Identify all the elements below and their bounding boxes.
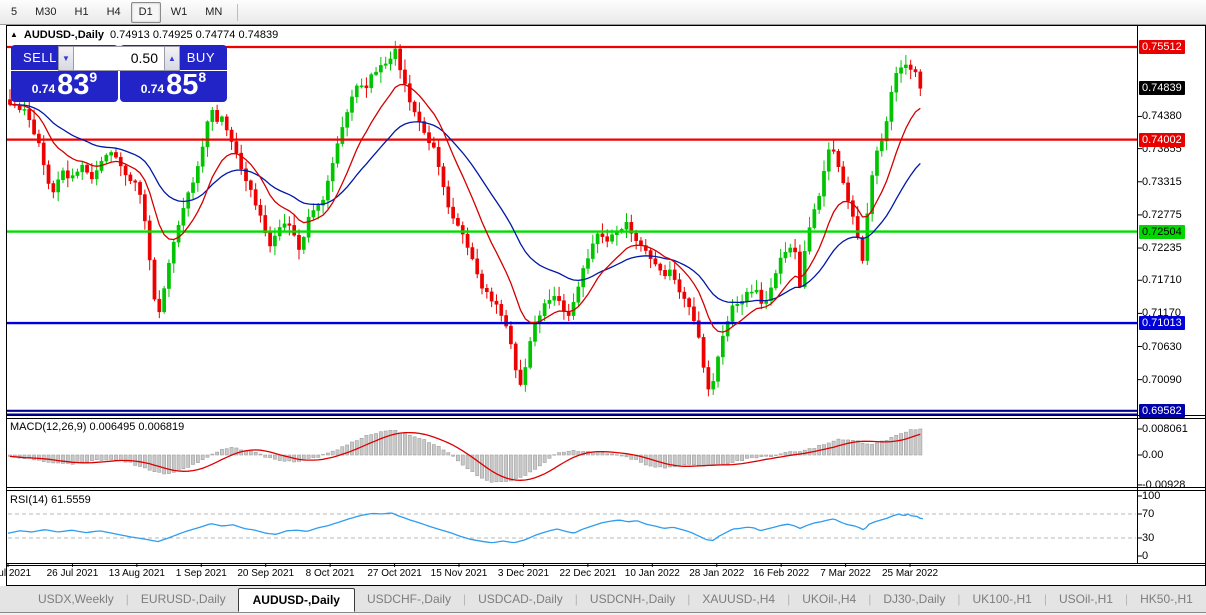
price-axis-tick: 0.73315 bbox=[1142, 175, 1182, 188]
price-level-badge: 0.72504 bbox=[1139, 224, 1185, 239]
chart-tab-usdcnh[interactable]: USDCNH-,Daily bbox=[589, 592, 676, 606]
buy-price-pip: 8 bbox=[198, 69, 207, 85]
price-level-badge: 0.71013 bbox=[1139, 316, 1185, 330]
date-axis-label: 20 Sep 2021 bbox=[237, 568, 295, 579]
timeframe-button-w1[interactable]: W1 bbox=[170, 6, 188, 18]
buy-price-big: 85 bbox=[166, 69, 199, 101]
date-axis-label: 13 Aug 2021 bbox=[108, 568, 165, 579]
collapse-marker-icon[interactable]: ▲ bbox=[10, 30, 18, 39]
price-level-badge: 0.69582 bbox=[1139, 403, 1185, 418]
chart-tab-usoil[interactable]: USOil-,H1 bbox=[1058, 592, 1113, 606]
date-axis-label: 27 Oct 2021 bbox=[367, 568, 422, 579]
sell-price: 0.74 83 9 bbox=[11, 69, 118, 101]
timeframe-button-h1[interactable]: H1 bbox=[74, 6, 89, 18]
chart-symbol-label: AUDUSD-,Daily bbox=[23, 29, 104, 41]
tab-separator: | bbox=[868, 592, 872, 606]
chart-tab-xauusd[interactable]: XAUUSD-,H4 bbox=[702, 592, 776, 606]
rsi-axis-tick: 30 bbox=[1142, 532, 1155, 544]
chart-tab-usdcad[interactable]: USDCAD-,Daily bbox=[478, 592, 563, 606]
macd-axis-tick: 0.008061 bbox=[1142, 422, 1188, 435]
date-axis-label: 15 Nov 2021 bbox=[430, 568, 488, 579]
rsi-axis-tick: 70 bbox=[1142, 508, 1155, 520]
sell-price-frac: 0.74 bbox=[31, 82, 56, 96]
timeframe-button-5[interactable]: 5 bbox=[11, 6, 18, 18]
chart-ohlc-values: 0.74913 0.74925 0.74774 0.74839 bbox=[110, 29, 279, 41]
date-axis-label: 7 Mar 2022 bbox=[820, 568, 871, 579]
price-axis-tick: 0.70630 bbox=[1142, 340, 1182, 353]
sell-button[interactable]: SELL bbox=[23, 50, 57, 65]
chart-tab-ukoil[interactable]: UKOil-,H4 bbox=[802, 592, 857, 606]
date-axis-label: 10 Jan 2022 bbox=[624, 568, 680, 579]
tab-separator: | bbox=[1043, 592, 1047, 606]
tab-separator: | bbox=[787, 592, 791, 606]
rsi-axis-tick: 100 bbox=[1142, 490, 1161, 502]
chart-tab-usdx[interactable]: USDX,Weekly bbox=[38, 592, 114, 606]
chart-window[interactable] bbox=[6, 25, 1206, 586]
tab-separator: | bbox=[1124, 592, 1129, 606]
price-level-badge: 0.75512 bbox=[1139, 40, 1185, 54]
chart-header: ▲ AUDUSD-,Daily 0.74913 0.74925 0.74774 … bbox=[10, 29, 278, 41]
date-axis-label: 3 Dec 2021 bbox=[497, 568, 550, 579]
terminal-panel-edge bbox=[0, 612, 1206, 615]
timeframe-button-d1[interactable]: D1 bbox=[130, 1, 161, 23]
chart-tab-usdchf[interactable]: USDCHF-,Daily bbox=[366, 592, 451, 606]
price-axis-tick: 0.70090 bbox=[1142, 373, 1182, 386]
timeframe-toolbar: 5 M30 H1 H4 D1 W1 MN bbox=[0, 0, 1206, 25]
price-axis-tick: 0.72775 bbox=[1142, 208, 1182, 221]
buy-button[interactable]: BUY bbox=[186, 50, 215, 65]
buy-price: 0.74 85 8 bbox=[120, 69, 227, 101]
timeframe-button-mn[interactable]: MN bbox=[205, 6, 223, 18]
date-axis-label: 28 Jan 2022 bbox=[689, 568, 745, 579]
macd-axis-tick: -0.00928 bbox=[1142, 478, 1186, 491]
volume-increase-icon[interactable]: ▲ bbox=[164, 46, 180, 71]
chart-tab-audusd[interactable]: AUDUSD-,Daily bbox=[237, 587, 355, 612]
volume-decrease-icon[interactable]: ▼ bbox=[58, 46, 74, 71]
tab-separator: | bbox=[462, 592, 467, 606]
rsi-axis-tick: 0 bbox=[1142, 550, 1149, 562]
buy-price-frac: 0.74 bbox=[140, 82, 165, 96]
date-axis-label: 22 Dec 2021 bbox=[559, 568, 617, 579]
price-level-badge: 0.74839 bbox=[1139, 81, 1185, 96]
volume-input[interactable]: 0.50 bbox=[74, 46, 164, 71]
chart-tab-uk100[interactable]: UK100-,H1 bbox=[972, 592, 1032, 606]
chart-tab-bar: USDX,Weekly | EURUSD-,Daily AUDUSD-,Daily US… bbox=[0, 586, 1206, 612]
price-axis-tick: 0.72235 bbox=[1142, 242, 1182, 255]
timeframe-button-m30[interactable]: M30 bbox=[35, 6, 57, 18]
sell-price-big: 83 bbox=[57, 69, 90, 101]
rsi-indicator-label: RSI(14) 61.5559 bbox=[10, 494, 91, 506]
date-axis-label: 25 Mar 2022 bbox=[881, 568, 939, 579]
price-axis-tick: 0.74380 bbox=[1142, 110, 1182, 123]
toolbar-separator bbox=[237, 3, 239, 21]
tab-separator: | bbox=[687, 592, 691, 606]
date-axis-label: 7 Jul 2021 bbox=[0, 568, 32, 579]
volume-spinner: ▼ 0.50 ▲ bbox=[58, 46, 180, 71]
price-axis-tick: 0.71710 bbox=[1142, 274, 1182, 287]
one-click-trading-widget: SELL 0.74 83 9 BUY 0.74 85 8 ▼ 0.50 ▲ bbox=[11, 45, 227, 102]
timeframe-button-h4[interactable]: H4 bbox=[106, 6, 121, 18]
tab-separator: | bbox=[957, 592, 961, 606]
price-level-badge: 0.74002 bbox=[1139, 132, 1185, 147]
chart-tab-eurusd[interactable]: EURUSD-,Daily bbox=[140, 592, 226, 606]
date-axis-label: 16 Feb 2022 bbox=[753, 568, 810, 579]
macd-indicator-label: MACD(12,26,9) 0.006495 0.006819 bbox=[10, 421, 185, 433]
tab-separator: | bbox=[125, 592, 129, 606]
macd-axis-tick: 0.00 bbox=[1142, 449, 1164, 461]
date-axis-label: 1 Sep 2021 bbox=[175, 568, 227, 579]
chart-tab-hk50[interactable]: HK50-,H1 bbox=[1140, 592, 1193, 606]
chart-tab-dj30[interactable]: DJ30-,Daily bbox=[883, 592, 946, 606]
tab-separator: | bbox=[574, 592, 578, 606]
sell-price-pip: 9 bbox=[89, 69, 98, 85]
date-axis-label: 8 Oct 2021 bbox=[305, 568, 355, 579]
date-axis-label: 26 Jul 2021 bbox=[46, 568, 99, 579]
